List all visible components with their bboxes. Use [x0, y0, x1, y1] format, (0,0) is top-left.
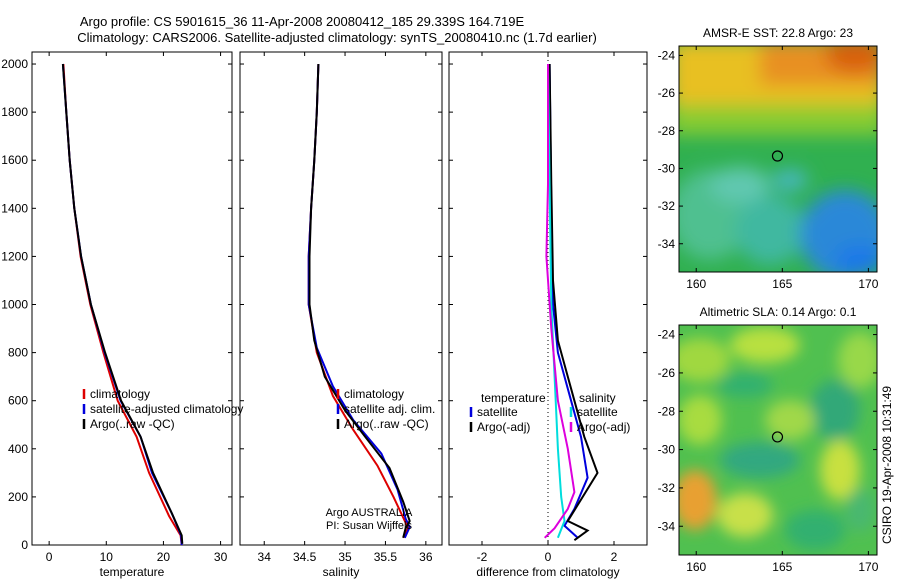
- temperature-xlabel: temperature: [100, 565, 165, 579]
- sst_map-ytick-label: -26: [658, 86, 676, 100]
- difference-legend-label: Argo(-adj): [477, 420, 530, 434]
- sst_map-argo-marker: [771, 150, 784, 162]
- difference-xtick-label: -2: [477, 550, 488, 564]
- salinity-xtick-label: 34: [258, 550, 272, 564]
- temperature-ytick-label: 1800: [1, 105, 28, 119]
- sst_map-ytick-label: -28: [658, 124, 676, 138]
- sst_map-ytick-label: -30: [658, 161, 676, 175]
- sla_map-frame: [678, 324, 878, 556]
- side-timestamp: CSIRO 19-Apr-2008 10:31:49: [880, 386, 894, 544]
- salinity-series-line: [308, 63, 411, 539]
- sla_map-ytick-label: -32: [658, 481, 676, 495]
- sst_map-ytick-label: -34: [658, 237, 676, 251]
- sst_map-ytick-label: -24: [658, 48, 676, 62]
- salinity-xlabel: salinity: [323, 565, 360, 579]
- salinity-legend-label: satellite adj. clim.: [344, 402, 435, 416]
- annotation-line: Argo AUSTRALIA: [326, 507, 413, 519]
- sst_map-title: AMSR-E SST: 22.8 Argo: 23: [703, 26, 853, 40]
- sla_map-xtick-label: 170: [858, 560, 878, 574]
- title-line-2: Climatology: CARS2006. Satellite-adjuste…: [77, 30, 597, 45]
- sst_map-xtick-label: 170: [858, 277, 878, 291]
- difference-legend-group-title: salinity: [579, 391, 616, 405]
- difference-series-line: [548, 63, 599, 542]
- salinity-xtick-label: 35.5: [374, 550, 398, 564]
- temperature-series-line: [61, 63, 184, 544]
- temperature-xtick-label: 0: [46, 550, 53, 564]
- difference-legend-label: Argo(-adj): [577, 420, 630, 434]
- temperature-xtick-label: 20: [157, 550, 171, 564]
- temperature-series-line: [62, 63, 183, 546]
- temperature-ytick-label: 1400: [1, 201, 28, 215]
- title-line-1: Argo profile: CS 5901615_36 11-Apr-2008 …: [80, 14, 525, 29]
- sla-map: [679, 325, 877, 555]
- sla_map-ytick-label: -28: [658, 404, 676, 418]
- annotation-line: PI: Susan Wijffels: [326, 520, 412, 532]
- difference-legend-group-title: temperature: [481, 391, 546, 405]
- temperature-ytick-label: 1600: [1, 153, 28, 167]
- sst_map-xtick-label: 160: [686, 277, 706, 291]
- temperature-ytick-label: 200: [8, 490, 28, 504]
- temperature-xtick-label: 10: [100, 550, 114, 564]
- difference-xtick-label: 0: [545, 550, 552, 564]
- sla_map-argo-marker: [771, 431, 784, 443]
- temperature-legend-label: Argo(..raw -QC): [90, 417, 175, 431]
- salinity-series-line: [307, 63, 410, 539]
- temperature-xtick-label: 30: [214, 550, 228, 564]
- salinity-xtick-label: 35: [338, 550, 352, 564]
- difference-xlabel: difference from climatology: [476, 565, 619, 579]
- difference-xtick-label: 2: [611, 550, 618, 564]
- temperature-ytick-label: 400: [8, 442, 28, 456]
- temperature-legend-label: climatology: [90, 387, 150, 401]
- sst-map: [679, 46, 877, 272]
- salinity-series-line: [307, 63, 411, 539]
- temperature-legend-label: satellite-adjusted climatology: [90, 402, 243, 416]
- sst_map-ytick-label: -32: [658, 199, 676, 213]
- salinity-xtick-label: 36: [419, 550, 433, 564]
- temperature-frame: [31, 51, 233, 546]
- sla_map-ytick-label: -26: [658, 366, 676, 380]
- sst_map-xtick-label: 165: [772, 277, 792, 291]
- temperature-ytick-label: 1200: [1, 249, 28, 263]
- axes-layer: 0 10 20 30020040060080010001200140016001800…: [1, 26, 878, 579]
- temperature-ytick-label: 800: [8, 346, 28, 360]
- difference-legend-label: satellite: [577, 405, 618, 419]
- sla_map-title: Altimetric SLA: 0.14 Argo: 0.1: [700, 305, 857, 319]
- sla_map-ytick-label: -30: [658, 443, 676, 457]
- sst_map-frame: [678, 45, 878, 273]
- salinity-frame: [239, 51, 443, 546]
- temperature-series-line: [61, 63, 183, 546]
- temperature-ytick-label: 1000: [1, 298, 28, 312]
- difference-series-line: [544, 64, 576, 539]
- salinity-legend-label: climatology: [344, 387, 404, 401]
- difference-legend-label: satellite: [477, 405, 518, 419]
- salinity-xtick-label: 34.5: [293, 550, 317, 564]
- temperature-ytick-label: 0: [21, 538, 28, 552]
- difference-series-line: [547, 63, 566, 539]
- salinity-legend-label: Argo(..raw -QC): [344, 417, 429, 431]
- sla_map-xtick-label: 165: [772, 560, 792, 574]
- sla_map-ytick-label: -24: [658, 328, 676, 342]
- temperature-ytick-label: 600: [8, 394, 28, 408]
- sla_map-xtick-label: 160: [686, 560, 706, 574]
- temperature-ytick-label: 2000: [1, 57, 28, 71]
- sla_map-ytick-label: -34: [658, 519, 676, 533]
